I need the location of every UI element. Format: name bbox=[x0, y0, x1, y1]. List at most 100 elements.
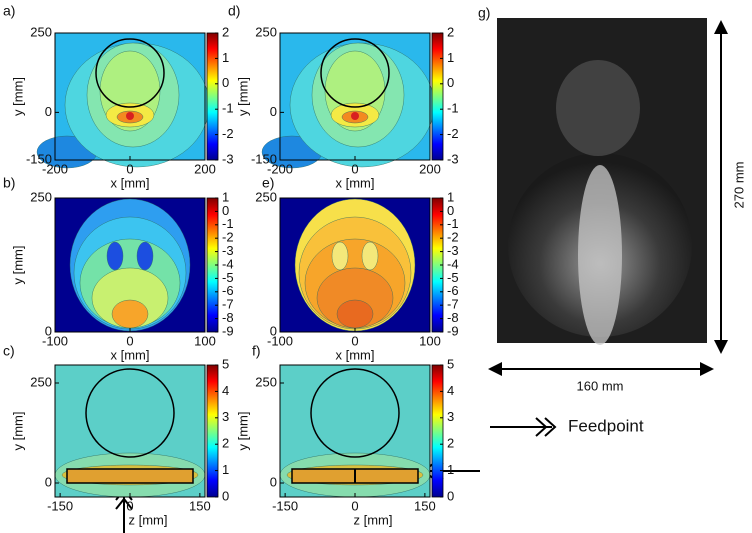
y-tick-label: 250 bbox=[255, 189, 277, 204]
y-tick-label: -150 bbox=[251, 151, 277, 166]
colorbar-tick-label: 3 bbox=[447, 409, 454, 424]
colorbar-tick-label: -4 bbox=[222, 256, 234, 271]
x-axis-label: x [mm] bbox=[111, 175, 150, 190]
x-tick-label: 150 bbox=[414, 498, 436, 513]
colorbar-tick-label: 0 bbox=[447, 75, 454, 90]
x-tick-label: -150 bbox=[47, 498, 73, 513]
contour bbox=[107, 242, 123, 270]
x-tick-label: -150 bbox=[272, 498, 298, 513]
colorbar-tick-label: -3 bbox=[447, 243, 459, 258]
colorbar-tick-label: 0 bbox=[222, 203, 229, 218]
colorbar-tick-label: 1 bbox=[447, 462, 454, 477]
y-tick-label: 0 bbox=[45, 474, 52, 489]
colorbar-tick-label: -3 bbox=[222, 151, 234, 166]
photo-head bbox=[556, 60, 640, 156]
x-tick-label: 0 bbox=[126, 161, 133, 176]
plot-area bbox=[262, 33, 434, 168]
colorbar-tick-label: -2 bbox=[447, 230, 459, 245]
panel-label: e) bbox=[262, 175, 274, 191]
feed-strip bbox=[67, 469, 193, 483]
colorbar bbox=[207, 365, 218, 497]
colorbar-tick-label: -4 bbox=[447, 256, 459, 271]
colorbar-tick-label: -5 bbox=[222, 270, 234, 285]
colorbar-tick-label: -9 bbox=[222, 323, 234, 338]
panel-label: d) bbox=[228, 3, 240, 19]
colorbar-tick-label: 1 bbox=[447, 189, 454, 204]
x-tick-label: 200 bbox=[419, 161, 441, 176]
colorbar-tick-label: -2 bbox=[222, 126, 234, 141]
plot-area bbox=[55, 198, 205, 332]
colorbar-tick-label: 1 bbox=[222, 189, 229, 204]
figure: g) 270 mm 160 mm Feedpoint a)-2000200-15… bbox=[0, 0, 752, 533]
y-tick-label: 250 bbox=[30, 374, 52, 389]
photo-core bbox=[578, 165, 622, 345]
colorbar-tick-label: 2 bbox=[222, 24, 229, 39]
panel-label: a) bbox=[3, 3, 15, 19]
x-tick-label: 0 bbox=[351, 498, 358, 513]
colorbar-tick-label: 2 bbox=[447, 436, 454, 451]
colorbar-tick-label: 4 bbox=[447, 383, 454, 398]
colorbar-tick-label: -2 bbox=[222, 230, 234, 245]
y-tick-label: 0 bbox=[270, 104, 277, 119]
x-tick-label: 0 bbox=[351, 333, 358, 348]
colorbar bbox=[432, 365, 443, 497]
y-tick-label: -150 bbox=[26, 151, 52, 166]
hotspot bbox=[351, 112, 359, 120]
x-axis-label: x [mm] bbox=[111, 347, 150, 362]
height-label: 270 mm bbox=[731, 162, 746, 209]
x-tick-label: 100 bbox=[194, 333, 216, 348]
y-tick-label: 0 bbox=[45, 104, 52, 119]
legend-label: Feedpoint bbox=[568, 416, 644, 435]
y-axis-label: y [mm] bbox=[10, 412, 25, 451]
x-tick-label: 100 bbox=[419, 333, 441, 348]
width-label: 160 mm bbox=[577, 378, 624, 393]
contour bbox=[337, 300, 373, 328]
colorbar-tick-label: 3 bbox=[222, 409, 229, 424]
y-tick-label: 250 bbox=[30, 24, 52, 39]
y-tick-label: 250 bbox=[255, 374, 277, 389]
colorbar-tick-label: 2 bbox=[222, 436, 229, 451]
colorbar-tick-label: -1 bbox=[222, 101, 234, 116]
x-tick-label: 0 bbox=[126, 333, 133, 348]
colorbar-tick-label: -2 bbox=[447, 126, 459, 141]
colorbar-tick-label: 0 bbox=[222, 488, 229, 503]
x-tick-label: 150 bbox=[189, 498, 211, 513]
colorbar-tick-label: 1 bbox=[222, 50, 229, 65]
colorbar-tick-label: 1 bbox=[222, 462, 229, 477]
y-tick-label: 250 bbox=[30, 189, 52, 204]
x-axis-label: z [mm] bbox=[129, 512, 168, 527]
colorbar-tick-label: 5 bbox=[222, 356, 229, 371]
x-axis-label: z [mm] bbox=[354, 512, 393, 527]
colorbar-tick-label: -6 bbox=[222, 283, 234, 298]
plot-area bbox=[55, 365, 205, 497]
x-axis-label: x [mm] bbox=[336, 347, 375, 362]
colorbar-tick-label: -1 bbox=[447, 101, 459, 116]
colorbar bbox=[207, 33, 218, 160]
colorbar-tick-label: 2 bbox=[447, 24, 454, 39]
colorbar-tick-label: -1 bbox=[447, 216, 459, 231]
colorbar-tick-label: 0 bbox=[222, 75, 229, 90]
y-axis-label: y [mm] bbox=[235, 412, 250, 451]
panel-label: b) bbox=[3, 175, 15, 191]
contour bbox=[112, 300, 148, 328]
panel-label: g) bbox=[478, 5, 490, 21]
y-axis-label: y [mm] bbox=[10, 77, 25, 116]
colorbar-tick-label: -8 bbox=[447, 310, 459, 325]
hotspot bbox=[126, 112, 134, 120]
colorbar-tick-label: -9 bbox=[447, 323, 459, 338]
panel-label: c) bbox=[3, 343, 15, 359]
x-tick-label: 200 bbox=[194, 161, 216, 176]
colorbar-tick-label: -7 bbox=[222, 297, 234, 312]
panel-label: f) bbox=[252, 343, 261, 359]
plot-area bbox=[280, 198, 430, 332]
contour bbox=[362, 242, 378, 270]
colorbar-tick-label: 5 bbox=[447, 356, 454, 371]
colorbar-tick-label: -5 bbox=[447, 270, 459, 285]
colorbar-tick-label: -6 bbox=[447, 283, 459, 298]
colorbar-tick-label: -8 bbox=[222, 310, 234, 325]
